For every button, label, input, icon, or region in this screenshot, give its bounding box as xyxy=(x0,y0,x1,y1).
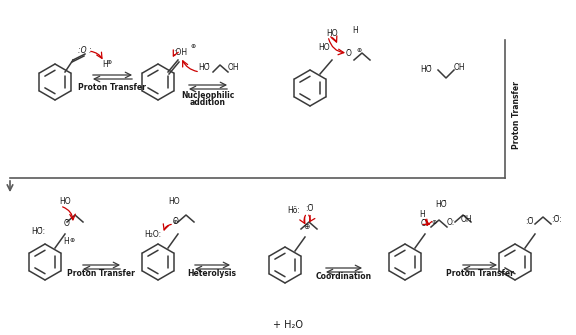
Text: HO: HO xyxy=(326,29,338,38)
Text: ⊕: ⊕ xyxy=(303,222,309,231)
Text: :Ö: :Ö xyxy=(525,217,533,226)
Text: OH: OH xyxy=(454,63,465,72)
Text: H: H xyxy=(63,237,69,246)
Text: ⊕: ⊕ xyxy=(431,220,436,225)
Text: :O :: :O : xyxy=(78,46,92,55)
Text: ⊕: ⊕ xyxy=(69,238,74,243)
Text: :OH: :OH xyxy=(173,48,187,57)
Text: Heterolysis: Heterolysis xyxy=(188,269,237,278)
Text: Ö̈: Ö̈ xyxy=(421,219,427,228)
Text: OH: OH xyxy=(228,63,240,72)
Text: HÖ: HÖ xyxy=(420,65,431,74)
Text: OH: OH xyxy=(461,215,473,224)
Text: H: H xyxy=(352,26,358,35)
Text: Proton Transfer: Proton Transfer xyxy=(446,269,514,278)
Text: :Ö:: :Ö: xyxy=(551,215,562,224)
Text: HÖ: HÖ xyxy=(435,200,446,209)
Text: Ö̈: Ö̈ xyxy=(64,219,70,228)
Text: H: H xyxy=(419,210,425,219)
Text: Nucleophilic: Nucleophilic xyxy=(181,90,234,99)
Text: ⊕: ⊕ xyxy=(356,48,361,53)
Text: H₂O:: H₂O: xyxy=(144,230,161,239)
Text: addition: addition xyxy=(190,97,226,107)
Text: HÖ:: HÖ: xyxy=(31,227,45,236)
Text: HÖ: HÖ xyxy=(198,63,210,72)
Text: Ö̈: Ö̈ xyxy=(173,217,179,226)
Text: Proton Transfer: Proton Transfer xyxy=(78,82,146,91)
Text: Ö: Ö xyxy=(346,49,352,58)
Text: Proton Transfer: Proton Transfer xyxy=(67,269,135,278)
Text: O:: O: xyxy=(447,218,455,227)
Text: ⊕: ⊕ xyxy=(190,44,195,49)
Text: + H₂O: + H₂O xyxy=(273,320,303,330)
Text: HO: HO xyxy=(318,43,330,52)
Text: H: H xyxy=(102,60,108,68)
Text: Proton Transfer: Proton Transfer xyxy=(512,81,521,149)
Text: ⊕: ⊕ xyxy=(107,60,112,65)
Text: ⊕: ⊕ xyxy=(172,220,177,225)
Text: HO: HO xyxy=(168,197,180,206)
Text: Hö:: Hö: xyxy=(287,206,300,215)
Text: :Ö: :Ö xyxy=(305,204,313,213)
Text: HO: HO xyxy=(59,197,71,206)
Text: Coordination: Coordination xyxy=(316,272,372,281)
